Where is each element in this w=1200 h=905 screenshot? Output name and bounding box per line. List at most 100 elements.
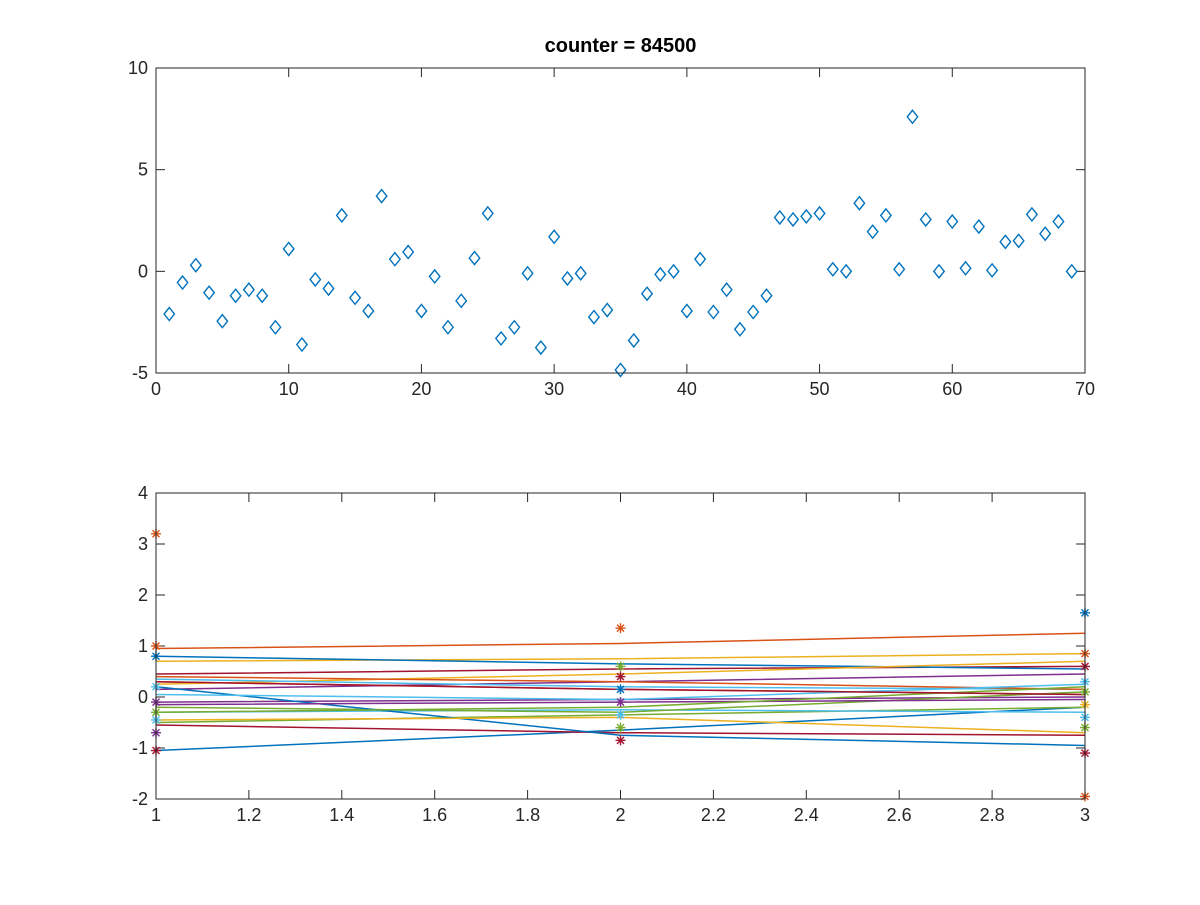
axes-box (155, 492, 1086, 800)
scatter-point (1025, 206, 1039, 223)
scatter-point (866, 224, 879, 240)
x-tick-label: 1.6 (422, 805, 447, 825)
asterisk-marker (615, 697, 626, 708)
scatter-point (720, 282, 733, 298)
scatter-point (216, 313, 229, 329)
scatter-point (840, 263, 853, 279)
scatter-point (494, 330, 508, 347)
scatter-point (202, 285, 216, 301)
x-tick-label: 20 (411, 379, 431, 399)
asterisk-marker (615, 709, 626, 720)
series-line (155, 652, 1086, 663)
scatter-point (906, 109, 919, 125)
scatter-point (322, 280, 335, 297)
series-line (155, 724, 1086, 736)
scatter-point (786, 211, 800, 228)
scatter-point (893, 261, 906, 277)
x-tick-label: 0 (151, 379, 161, 399)
series-line (155, 675, 1086, 691)
plot-area (156, 493, 1085, 799)
axes-box (155, 67, 1086, 374)
scatter-point (189, 257, 202, 273)
x-tick-label: 60 (942, 379, 962, 399)
scatter-point (362, 303, 375, 319)
scatter-point (348, 290, 362, 306)
x-tick-label: 10 (279, 379, 299, 399)
scatter-point (441, 319, 455, 335)
scatter-point (879, 207, 893, 224)
scatter-point (229, 288, 242, 304)
y-tick-label: 0 (138, 687, 148, 707)
asterisk-marker (615, 623, 626, 634)
scatter-point (694, 251, 707, 267)
y-tick-label: 1 (138, 636, 148, 656)
x-tick-label: 2.6 (887, 805, 912, 825)
asterisk-marker (615, 684, 626, 695)
scatter-point (508, 319, 521, 335)
asterisk-marker (615, 671, 626, 682)
y-tick-label: 0 (138, 261, 148, 281)
scatter-point (548, 229, 561, 245)
scatter-point (826, 261, 839, 277)
scatter-point (654, 266, 667, 283)
y-tick-label: 5 (138, 160, 148, 180)
scatter-point (574, 265, 587, 281)
scatter-point (295, 336, 309, 353)
scatter-point (309, 271, 322, 288)
series-line (155, 686, 1086, 714)
scatter-point (773, 209, 786, 226)
scatter-point (999, 234, 1012, 250)
scatter-point (707, 304, 720, 320)
scatter-point (402, 244, 415, 260)
scatter-point (959, 260, 972, 276)
scatter-point (428, 268, 441, 285)
x-tick-label: 2.4 (794, 805, 819, 825)
scatter-point (919, 211, 932, 228)
scatter-point (163, 306, 176, 322)
scatter-point (1039, 226, 1052, 242)
x-tick-label: 30 (544, 379, 564, 399)
scatter-point (932, 263, 946, 279)
scatter-point (1052, 213, 1065, 230)
scatter-point (256, 288, 269, 304)
scatter-point (176, 274, 189, 291)
scatter-point (388, 251, 401, 267)
bottom-line-axes: 1 1.2 1.4 1.6 1.8 2 2.2 2.4 2.6 2.8 3 -2 -1 0 1 2 3 4 (132, 483, 1090, 825)
x-tick-label: 50 (810, 379, 830, 399)
x-tick-label: 2.8 (980, 805, 1005, 825)
scatter-point (242, 282, 255, 298)
y-tick-label: 3 (138, 534, 148, 554)
scatter-point (614, 362, 627, 378)
y-tick-label: -2 (132, 789, 148, 809)
scatter-point (747, 304, 760, 320)
scatter-point (640, 286, 654, 302)
x-tick-label: 1.4 (329, 805, 354, 825)
asterisk-marker (615, 661, 626, 672)
scatter-point (335, 207, 348, 224)
top-chart-title: counter = 84500 (545, 35, 697, 57)
x-tick-label: 70 (1075, 379, 1095, 399)
scatter-point (601, 302, 614, 318)
scatter-point (415, 303, 428, 319)
x-tick-label: 1 (151, 805, 161, 825)
series-line (155, 632, 1086, 650)
x-tick-label: 40 (677, 379, 697, 399)
scatter-point (455, 293, 468, 309)
scatter-point (813, 205, 826, 222)
scatter-point (1012, 233, 1025, 249)
plot-area (156, 68, 1085, 373)
scatter-point (521, 265, 534, 281)
scatter-point (269, 319, 282, 335)
scatter-point (853, 195, 866, 211)
series-line (155, 686, 1086, 747)
scatter-point (561, 270, 574, 287)
scatter-point (375, 188, 388, 204)
scatter-point (680, 303, 693, 319)
y-tick-label: 2 (138, 585, 148, 605)
scatter-point (760, 288, 773, 304)
x-tick-label: 1.8 (515, 805, 540, 825)
scatter-point (986, 262, 999, 278)
scatter-point (534, 339, 547, 356)
scatter-point (946, 213, 959, 230)
